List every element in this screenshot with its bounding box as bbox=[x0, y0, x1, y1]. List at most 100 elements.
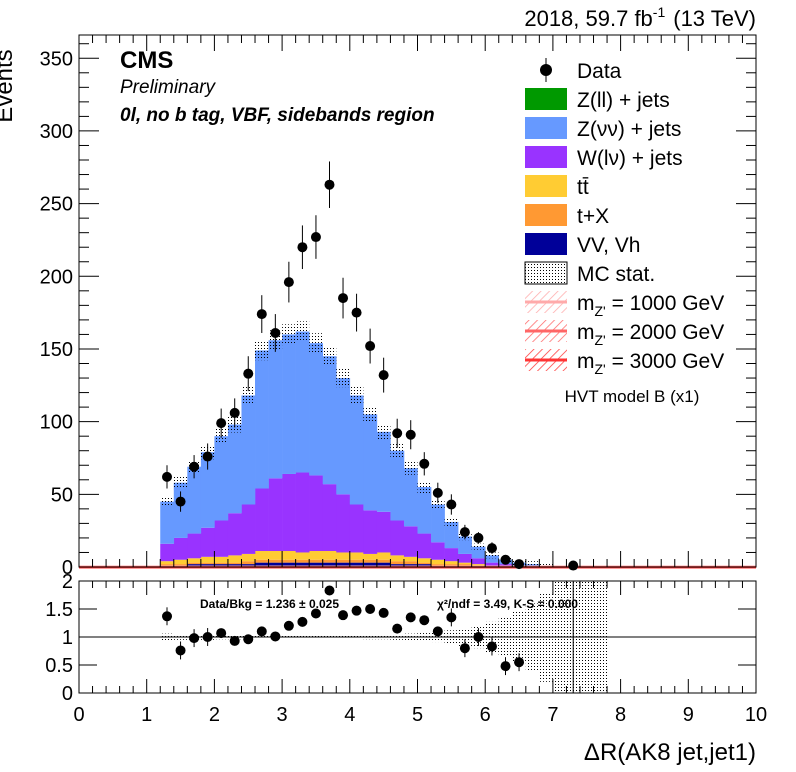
stack-bar bbox=[187, 562, 202, 565]
mc-stat-bin bbox=[444, 517, 459, 527]
stack-bar bbox=[444, 521, 459, 549]
ratio-point bbox=[297, 616, 308, 627]
stack-bar bbox=[241, 395, 256, 505]
mc-stat-bin bbox=[255, 340, 269, 361]
ratio-y-tick-label: 1 bbox=[62, 627, 73, 649]
stack-bar bbox=[241, 504, 256, 554]
stack-bar bbox=[255, 488, 269, 552]
data-point bbox=[310, 232, 321, 243]
data-point bbox=[202, 451, 213, 462]
mc-stat-bin bbox=[241, 386, 256, 405]
legend-label: t+X bbox=[577, 205, 609, 228]
stack-bar bbox=[282, 551, 296, 560]
stack-bar bbox=[458, 536, 472, 554]
mc-stat-bin bbox=[309, 333, 323, 354]
stack-bar bbox=[282, 473, 296, 552]
data-point bbox=[351, 307, 362, 318]
stack-bar bbox=[403, 561, 418, 565]
stacked-histograms bbox=[160, 331, 554, 567]
stack-bar bbox=[214, 562, 229, 565]
x-tick-label: 1 bbox=[141, 704, 152, 726]
y-tick-label: 250 bbox=[40, 194, 73, 216]
mc-stat-bin bbox=[336, 368, 350, 388]
stack-bar bbox=[376, 431, 391, 512]
data-point bbox=[486, 543, 497, 554]
stack-bar bbox=[471, 546, 486, 559]
stack-bar bbox=[282, 562, 296, 567]
ratio-axes: 0 0.5 1 1.5 2 0 1 2 3 4 5 6 7 8 9 10 bbox=[45, 571, 767, 726]
stack-bar bbox=[403, 526, 418, 557]
stack-bar bbox=[417, 487, 432, 534]
ratio-point bbox=[351, 605, 362, 616]
data-point bbox=[419, 458, 430, 469]
stack-bar bbox=[349, 562, 364, 567]
mc-stat-bin bbox=[471, 543, 486, 550]
ratio-point bbox=[243, 634, 254, 645]
data-point bbox=[568, 560, 579, 571]
mc-stat-bin bbox=[282, 324, 296, 345]
stack-bar bbox=[376, 552, 391, 560]
ratio-point bbox=[432, 626, 443, 637]
mc-stat-bin bbox=[376, 424, 391, 440]
y-tick-label: 150 bbox=[40, 339, 73, 361]
ratio-point bbox=[229, 635, 240, 646]
stack-bar bbox=[282, 334, 296, 474]
stack-bar bbox=[390, 520, 405, 556]
stack-bar bbox=[268, 562, 283, 567]
stack-bar bbox=[363, 559, 378, 563]
data-point bbox=[432, 487, 443, 498]
stack-bar bbox=[255, 559, 269, 563]
legend-label: VV, Vh bbox=[577, 234, 640, 257]
stack-bar bbox=[309, 559, 324, 563]
x-tick-label: 4 bbox=[344, 704, 355, 726]
stack-bar bbox=[200, 527, 215, 557]
mc-stat-bin bbox=[485, 552, 499, 559]
stack-bar bbox=[241, 561, 256, 565]
chi2-summary: χ²/ndf = 3.49, K-S = 0.000 bbox=[437, 597, 578, 611]
legend-label: tt̄ bbox=[577, 176, 589, 199]
legend-label: Z(ll) + jets bbox=[577, 89, 670, 112]
mc-stat-bin bbox=[173, 476, 188, 489]
y-tick-label: 200 bbox=[40, 266, 73, 288]
legend-label: Data bbox=[577, 60, 622, 83]
stack-bar bbox=[309, 562, 324, 567]
legend-label: W(lν) + jets bbox=[577, 147, 683, 170]
lumi-label: 2018, 59.7 fb-1 (13 TeV) bbox=[524, 4, 756, 31]
x-tick-label: 7 bbox=[547, 704, 558, 726]
data-point bbox=[175, 496, 186, 507]
stack-bar bbox=[376, 511, 391, 553]
stack-bar bbox=[322, 484, 337, 552]
stack-bar bbox=[431, 504, 445, 543]
stack-bar bbox=[471, 564, 486, 566]
stack-bar bbox=[390, 555, 405, 562]
stack-bar bbox=[485, 555, 500, 563]
ratio-point bbox=[392, 623, 403, 634]
data-point bbox=[243, 368, 254, 379]
data-point bbox=[473, 532, 484, 543]
ratio-point bbox=[419, 615, 430, 626]
stack-bar bbox=[160, 543, 175, 562]
stack-bar bbox=[187, 466, 202, 534]
stack-bar bbox=[160, 564, 175, 566]
data-point bbox=[216, 418, 227, 429]
stack-bar bbox=[403, 556, 418, 562]
stack-bar bbox=[268, 478, 283, 552]
stack-bar bbox=[376, 559, 391, 563]
ratio-point bbox=[338, 610, 349, 621]
mc-stat-bin bbox=[349, 386, 364, 405]
main-axes: 0 50 100 150 200 250 300 350 bbox=[40, 34, 757, 579]
ratio-point bbox=[405, 612, 416, 623]
data-point bbox=[297, 242, 308, 253]
stack-bar bbox=[227, 513, 242, 556]
mc-stat-bin bbox=[417, 481, 432, 493]
stack-bar bbox=[255, 562, 269, 567]
legend-swatch bbox=[525, 88, 567, 110]
stack-bar bbox=[214, 556, 229, 563]
x-tick-label: 10 bbox=[745, 704, 767, 726]
preliminary-label: Preliminary bbox=[120, 77, 217, 98]
stack-bar bbox=[458, 562, 472, 565]
mc-stat-bin bbox=[431, 499, 445, 510]
stack-bar bbox=[349, 395, 364, 505]
mc-stat-bin bbox=[403, 461, 418, 475]
data-point bbox=[392, 428, 403, 439]
